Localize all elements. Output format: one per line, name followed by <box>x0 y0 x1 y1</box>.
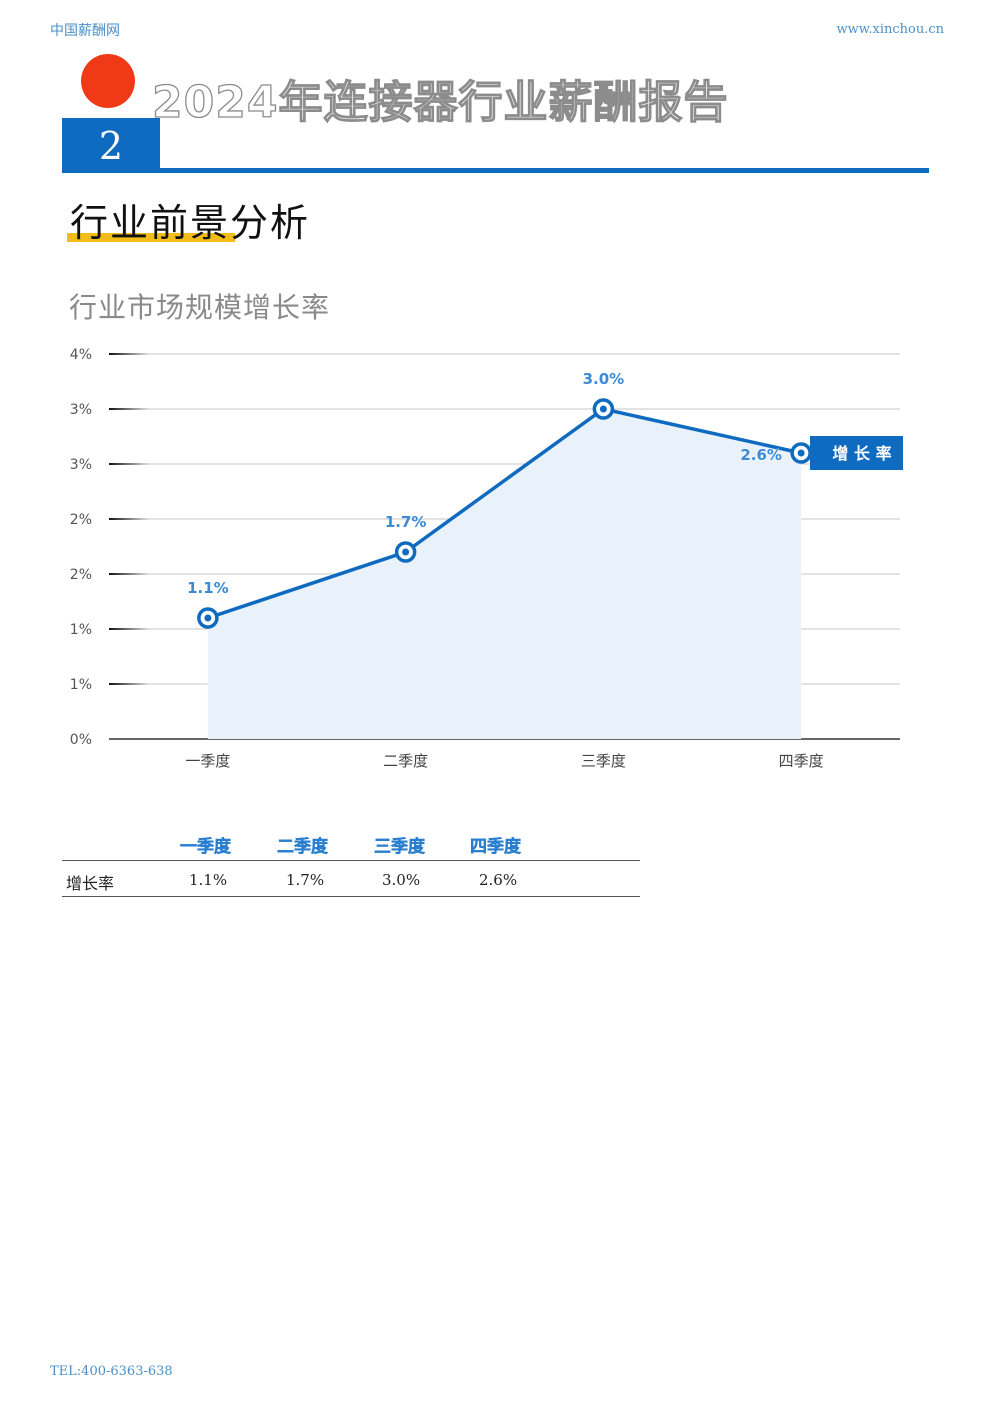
y-tick-label: 0% <box>70 732 92 748</box>
table-cell-q1: 1.1% <box>189 871 228 889</box>
y-tick-label: 3% <box>70 457 92 473</box>
table-rule-bottom <box>62 896 640 897</box>
growth-rate-chart: 0% 1% 1% 2% 2% 3% 3% 4% 一季度 二季度 三季度 四季度 增 长 率 1.1% 1.7… <box>70 347 903 770</box>
report-title: 2024年连接器行业薪酬报告 <box>151 76 729 128</box>
data-point-center <box>599 405 607 413</box>
table-cell-q2: 1.7% <box>286 871 325 889</box>
table-header-q2: 二季度 <box>277 837 328 857</box>
y-tick-mark <box>109 408 149 410</box>
section-number-box <box>62 118 160 172</box>
footer-tel: TEL:400-6363-638 <box>50 1364 173 1379</box>
data-label: 1.7% <box>385 513 427 531</box>
legend-label: 增 长 率 <box>832 444 891 463</box>
table-header-q4: 四季度 <box>470 837 521 857</box>
y-tick-label: 2% <box>70 567 92 583</box>
x-tick-label: 一季度 <box>185 752 230 770</box>
section-title: 行业前景分析 <box>70 201 311 245</box>
data-point-center <box>402 548 410 556</box>
data-label: 3.0% <box>583 370 625 388</box>
chart-title: 行业市场规模增长率 <box>69 291 331 324</box>
y-tick-mark <box>109 573 149 575</box>
series-line <box>207 407 802 620</box>
table-cell-q3: 3.0% <box>382 871 421 889</box>
x-tick-label: 二季度 <box>383 752 428 770</box>
header-rule <box>62 168 929 173</box>
data-label: 1.1% <box>187 579 229 597</box>
y-tick-mark <box>109 463 149 465</box>
y-tick-label: 4% <box>70 347 92 363</box>
y-tick-label: 1% <box>70 677 92 693</box>
table-header-q1: 一季度 <box>180 837 231 857</box>
table-row-label: 增长率 <box>66 874 115 893</box>
y-tick-label: 3% <box>70 402 92 418</box>
x-tick-label: 四季度 <box>779 752 824 770</box>
x-tick-label: 三季度 <box>581 752 626 770</box>
table-header-q3: 三季度 <box>374 837 425 857</box>
y-tick-mark <box>109 628 149 630</box>
data-point-center <box>204 614 212 622</box>
section-number: 2 <box>98 124 124 168</box>
table-cell-q4: 2.6% <box>479 871 518 889</box>
red-dot-decoration <box>81 54 135 108</box>
data-label: 2.6% <box>740 446 782 464</box>
y-tick-mark <box>109 518 149 520</box>
data-point-center <box>797 449 805 457</box>
legend-box <box>810 436 903 470</box>
site-name: 中国薪酬网 <box>50 23 120 39</box>
y-tick-mark <box>109 683 149 685</box>
site-url[interactable]: www.xinchou.cn <box>836 22 944 37</box>
y-tick-label: 1% <box>70 622 92 638</box>
series-area <box>207 409 802 739</box>
table-rule-top <box>62 860 640 861</box>
y-tick-mark <box>109 353 149 355</box>
y-tick-label: 2% <box>70 512 92 528</box>
section-title-underline <box>67 233 235 242</box>
